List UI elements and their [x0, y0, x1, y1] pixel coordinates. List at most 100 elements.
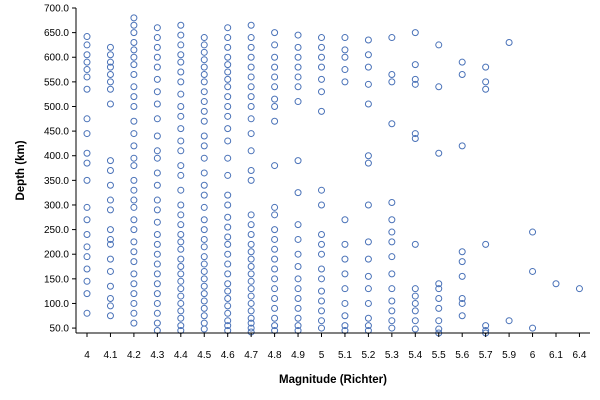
data-point	[458, 272, 466, 280]
data-point	[106, 43, 114, 51]
data-point	[177, 322, 185, 330]
data-point	[364, 272, 372, 280]
data-point	[153, 154, 161, 162]
data-point	[294, 157, 302, 165]
data-point	[130, 14, 138, 22]
data-point	[411, 134, 419, 142]
data-point	[552, 280, 560, 288]
data-point	[130, 162, 138, 170]
data-point	[200, 312, 208, 320]
data-point	[458, 248, 466, 256]
data-point	[247, 221, 255, 229]
data-point	[247, 73, 255, 81]
data-point	[435, 149, 443, 157]
data-point	[341, 255, 349, 263]
data-point	[294, 53, 302, 61]
data-point	[200, 132, 208, 140]
data-point	[177, 186, 185, 194]
x-tick-label: 4.4	[174, 350, 188, 361]
data-point	[294, 98, 302, 106]
data-point	[130, 216, 138, 224]
data-point	[411, 325, 419, 333]
data-point	[247, 240, 255, 248]
data-point	[364, 285, 372, 293]
data-point	[200, 98, 208, 106]
data-point	[130, 270, 138, 278]
data-point	[435, 285, 443, 293]
y-tick-label: 200.0	[44, 250, 69, 261]
data-point	[247, 285, 255, 293]
data-point	[153, 240, 161, 248]
data-point	[318, 43, 325, 51]
data-point	[153, 319, 161, 327]
data-point	[200, 34, 208, 42]
data-point	[341, 285, 349, 293]
data-point	[294, 314, 302, 322]
data-point	[294, 221, 302, 229]
data-point	[294, 189, 302, 197]
y-tick-label: 100.0	[44, 299, 69, 310]
data-point	[153, 218, 161, 226]
data-point	[200, 107, 208, 115]
data-point	[271, 29, 279, 37]
y-tick-label: 400.0	[44, 151, 69, 162]
data-point	[177, 162, 185, 170]
data-point	[435, 41, 443, 49]
data-point	[106, 282, 114, 290]
data-point	[224, 250, 232, 258]
data-point	[318, 275, 325, 283]
data-point	[341, 270, 349, 278]
data-point	[106, 78, 114, 86]
data-point	[318, 186, 325, 194]
data-point	[200, 41, 208, 49]
data-point	[83, 130, 91, 138]
data-point	[271, 322, 279, 330]
data-point	[247, 319, 255, 327]
y-tick-label: 600.0	[44, 53, 69, 64]
data-point	[153, 63, 161, 71]
x-tick-label: 5.7	[479, 350, 493, 361]
data-point	[318, 53, 325, 61]
data-point	[106, 181, 114, 189]
data-point	[200, 243, 208, 251]
data-point	[177, 90, 185, 98]
data-point	[177, 231, 185, 239]
data-point	[83, 290, 91, 298]
data-point	[106, 70, 114, 78]
data-point	[247, 130, 255, 138]
data-point	[153, 309, 161, 317]
data-point	[364, 36, 372, 44]
data-point	[364, 314, 372, 322]
data-point	[153, 299, 161, 307]
data-point	[177, 147, 185, 155]
data-point	[200, 56, 208, 64]
data-point	[294, 73, 302, 81]
data-point	[318, 63, 325, 71]
y-axis-title: Depth (km)	[15, 140, 27, 200]
x-tick-label: 4.6	[221, 350, 235, 361]
x-tick-label: 6	[530, 350, 536, 361]
data-point	[130, 21, 138, 29]
data-point	[294, 295, 302, 303]
x-tick-label: 4.5	[197, 350, 211, 361]
data-point	[271, 295, 279, 303]
data-point	[247, 176, 255, 184]
data-point	[224, 223, 232, 231]
data-point	[364, 201, 372, 209]
data-point	[411, 307, 419, 315]
data-point	[83, 277, 91, 285]
data-point	[224, 240, 232, 248]
data-point	[318, 265, 325, 273]
data-point	[83, 203, 91, 211]
data-point	[130, 176, 138, 184]
data-point	[458, 312, 466, 320]
data-point	[130, 299, 138, 307]
data-point	[224, 24, 232, 32]
data-point	[106, 157, 114, 165]
data-point	[341, 312, 349, 320]
data-point	[177, 292, 185, 300]
data-point	[177, 102, 185, 110]
data-point	[388, 34, 396, 42]
data-point	[271, 95, 279, 103]
